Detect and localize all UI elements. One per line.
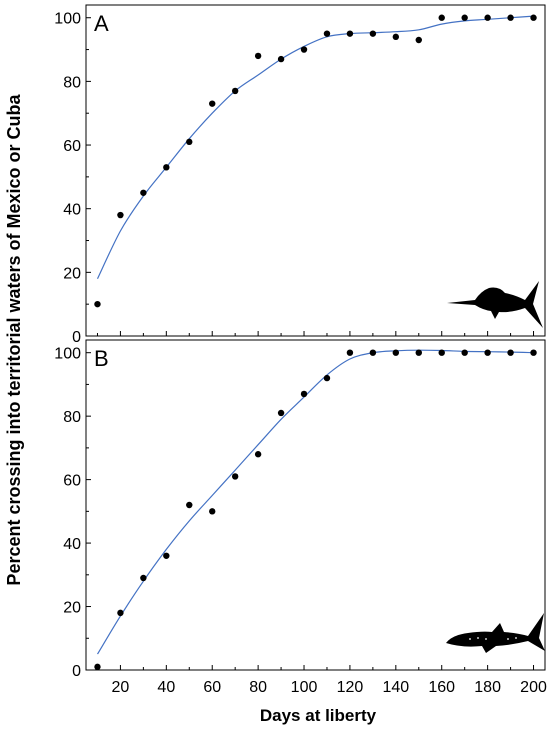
x-tick-label: 180: [474, 679, 501, 696]
y-tick-label: 60: [63, 473, 81, 490]
data-point: [254, 451, 262, 458]
x-tick-label: 40: [157, 679, 175, 696]
shark-silhouette-icon: [446, 613, 545, 653]
x-tick-label: 120: [337, 679, 364, 696]
data-point: [277, 55, 285, 63]
data-point: [392, 33, 400, 41]
fit-curve: [96, 349, 534, 655]
data-point: [530, 349, 537, 356]
y-tick-label: 0: [72, 329, 81, 346]
x-tick-label: 160: [428, 679, 455, 696]
data-point: [484, 349, 491, 356]
data-point: [209, 508, 216, 515]
y-tick-label: 80: [63, 409, 81, 426]
marlin-silhouette-icon: [447, 281, 543, 328]
panel-label: A: [94, 11, 109, 36]
y-tick-label: 40: [63, 202, 81, 219]
data-point: [484, 14, 491, 21]
data-point: [369, 30, 377, 37]
data-point: [163, 164, 170, 171]
data-point: [530, 14, 537, 21]
data-point: [117, 609, 124, 617]
data-point: [231, 87, 239, 95]
data-point: [231, 473, 239, 480]
y-axis-title: Percent crossing into territorial waters…: [4, 93, 24, 585]
x-axis-title: Days at liberty: [260, 706, 377, 725]
data-point: [140, 189, 147, 196]
data-point: [438, 349, 445, 356]
data-point: [300, 390, 308, 398]
data-point: [323, 374, 331, 382]
y-tick-label: 40: [63, 536, 81, 553]
y-tick-label: 20: [63, 600, 81, 617]
x-tick-label: 100: [291, 679, 318, 696]
y-tick-label: 100: [54, 11, 81, 28]
data-point: [300, 46, 308, 53]
x-tick-label: 140: [382, 679, 409, 696]
x-tick-label: 20: [112, 679, 130, 696]
y-tick-label: 80: [63, 74, 81, 91]
fit-curve: [96, 15, 534, 279]
data-point: [140, 574, 147, 582]
data-point: [415, 349, 422, 356]
y-tick-label: 60: [63, 138, 81, 155]
plot-frame: [85, 339, 546, 671]
data-point: [254, 52, 262, 60]
plot-frame: [85, 4, 546, 337]
data-point: [323, 30, 331, 37]
x-tick-label: 60: [203, 679, 221, 696]
data-point: [369, 349, 377, 356]
data-point: [186, 138, 193, 146]
panel-A: 0 20 40 60 80 100 A: [54, 4, 546, 346]
data-point: [94, 663, 101, 671]
data-point: [277, 409, 285, 417]
x-tick-label: 80: [249, 679, 267, 696]
data-point: [346, 349, 354, 356]
data-point: [186, 501, 193, 509]
y-tick-label: 0: [72, 663, 81, 680]
data-point: [94, 300, 101, 308]
data-point: [507, 14, 514, 21]
y-tick-label: 20: [63, 265, 81, 282]
data-point: [209, 100, 216, 107]
data-point: [392, 349, 400, 356]
data-point: [507, 349, 514, 356]
data-point: [346, 30, 354, 37]
panel-label: B: [94, 346, 109, 371]
panel-B: 0 20 40 60 80 100 20 40 60 80 100 120 140 160 180 200 B: [54, 339, 547, 696]
data-point: [461, 14, 468, 21]
data-point: [117, 211, 124, 219]
data-point: [438, 14, 445, 21]
data-point: [461, 349, 468, 356]
data-point: [415, 36, 422, 44]
data-point: [163, 552, 170, 559]
x-tick-label: 200: [520, 679, 547, 696]
y-tick-label: 100: [54, 346, 81, 363]
